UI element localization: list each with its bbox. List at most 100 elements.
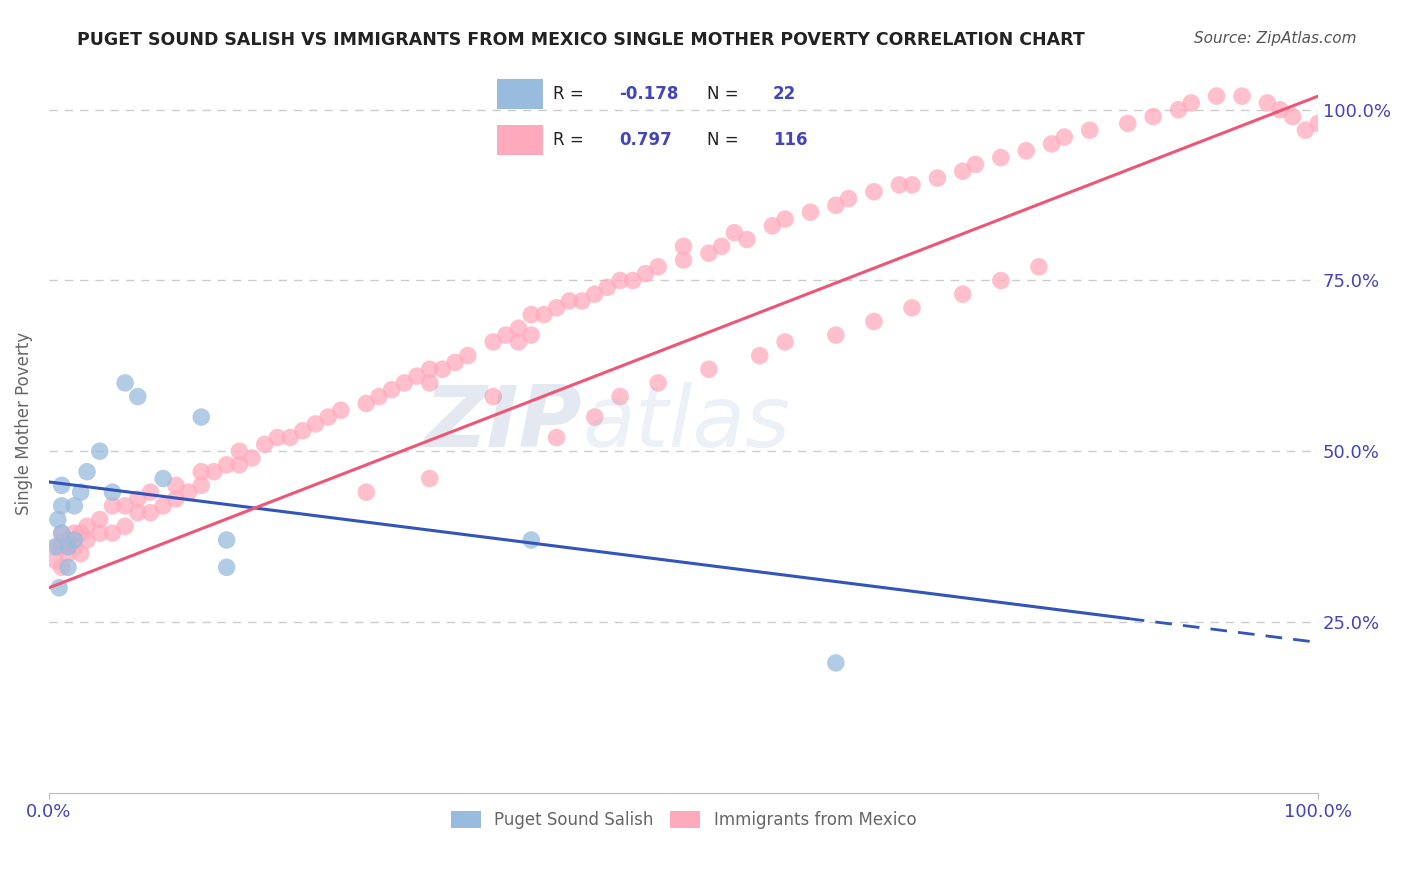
Point [482, 390, 505, 404]
Point [583, 287, 606, 301]
Point [761, 219, 783, 233]
Point [1180, 95, 1202, 110]
Point [863, 314, 886, 328]
Point [773, 334, 796, 349]
Point [51, 526, 73, 541]
Point [51, 499, 73, 513]
Point [609, 390, 631, 404]
Legend: Puget Sound Salish, Immigrants from Mexico: Puget Sound Salish, Immigrants from Mexi… [444, 805, 922, 836]
Point [291, 424, 314, 438]
Point [127, 390, 149, 404]
Point [63, 526, 86, 541]
Point [546, 301, 568, 315]
Point [495, 328, 517, 343]
Point [1040, 136, 1063, 151]
Point [101, 485, 124, 500]
Point [419, 376, 441, 390]
Text: atlas: atlas [582, 383, 790, 466]
Point [114, 519, 136, 533]
Point [444, 355, 467, 369]
Point [240, 450, 263, 465]
Point [596, 280, 619, 294]
Point [228, 444, 250, 458]
Point [647, 260, 669, 274]
Point [965, 157, 987, 171]
Point [56, 533, 79, 547]
Point [139, 506, 162, 520]
Point [190, 465, 212, 479]
Point [748, 349, 770, 363]
Point [419, 362, 441, 376]
Point [508, 334, 530, 349]
Point [114, 376, 136, 390]
Y-axis label: Single Mother Poverty: Single Mother Poverty [15, 333, 32, 516]
Point [127, 491, 149, 506]
Point [202, 465, 225, 479]
Point [1142, 110, 1164, 124]
Point [152, 471, 174, 485]
Point [1015, 144, 1038, 158]
Point [394, 376, 416, 390]
Point [190, 410, 212, 425]
Point [901, 301, 924, 315]
Point [190, 478, 212, 492]
Point [621, 273, 644, 287]
Point [1205, 89, 1227, 103]
Point [824, 198, 846, 212]
Point [838, 192, 860, 206]
Point [139, 485, 162, 500]
Point [723, 226, 745, 240]
Point [533, 308, 555, 322]
Point [889, 178, 911, 192]
Point [990, 151, 1012, 165]
Point [51, 478, 73, 492]
Point [799, 205, 821, 219]
Point [406, 369, 429, 384]
Point [457, 349, 479, 363]
Point [69, 526, 91, 541]
Point [356, 485, 378, 500]
Point [1308, 116, 1330, 130]
Point [152, 499, 174, 513]
Point [76, 519, 98, 533]
Point [1053, 130, 1076, 145]
Point [672, 252, 695, 267]
Text: Source: ZipAtlas.com: Source: ZipAtlas.com [1194, 31, 1357, 46]
Point [215, 533, 238, 547]
Text: ZIP: ZIP [425, 383, 582, 466]
Point [63, 533, 86, 547]
Point [278, 431, 301, 445]
Point [419, 471, 441, 485]
Point [773, 212, 796, 227]
Point [634, 267, 657, 281]
Point [1078, 123, 1101, 137]
Point [482, 334, 505, 349]
Text: PUGET SOUND SALISH VS IMMIGRANTS FROM MEXICO SINGLE MOTHER POVERTY CORRELATION C: PUGET SOUND SALISH VS IMMIGRANTS FROM ME… [77, 31, 1085, 49]
Point [89, 512, 111, 526]
Point [432, 362, 454, 376]
Point [44, 540, 66, 554]
Point [583, 410, 606, 425]
Point [76, 465, 98, 479]
Point [520, 308, 543, 322]
Point [863, 185, 886, 199]
Point [520, 328, 543, 343]
Point [697, 362, 720, 376]
Point [609, 273, 631, 287]
Point [1028, 260, 1050, 274]
Point [51, 540, 73, 554]
Point [329, 403, 352, 417]
Point [215, 458, 238, 472]
Point [672, 239, 695, 253]
Point [1167, 103, 1189, 117]
Point [51, 526, 73, 541]
Point [114, 499, 136, 513]
Point [990, 273, 1012, 287]
Point [215, 560, 238, 574]
Point [952, 164, 974, 178]
Point [927, 171, 949, 186]
Point [381, 383, 404, 397]
Point [824, 656, 846, 670]
Point [1268, 103, 1291, 117]
Point [697, 246, 720, 260]
